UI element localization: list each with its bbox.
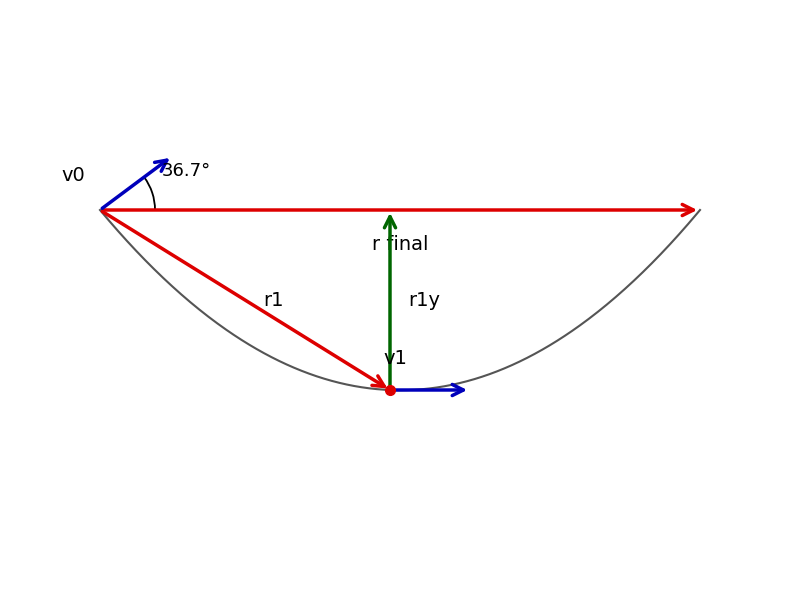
Text: v0: v0 xyxy=(62,166,85,185)
Text: r1: r1 xyxy=(263,290,283,310)
Text: 36.7°: 36.7° xyxy=(162,162,211,180)
Text: r1y: r1y xyxy=(408,290,440,310)
Text: v1: v1 xyxy=(383,349,407,368)
Text: r final: r final xyxy=(372,235,428,254)
